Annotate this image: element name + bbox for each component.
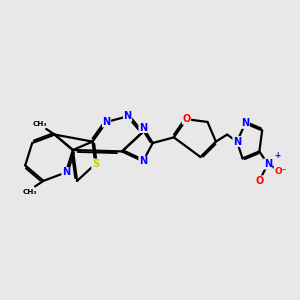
Text: +: + <box>274 151 280 160</box>
Text: N: N <box>124 111 132 121</box>
Text: N: N <box>103 117 111 127</box>
Text: S: S <box>92 159 99 169</box>
Text: N: N <box>233 136 241 147</box>
Text: N: N <box>62 167 70 177</box>
Text: N: N <box>241 118 249 128</box>
Text: O⁻: O⁻ <box>274 167 286 176</box>
Text: N: N <box>139 156 147 166</box>
Text: CH₃: CH₃ <box>22 189 37 195</box>
Text: N: N <box>264 159 272 169</box>
Text: O: O <box>182 114 190 124</box>
Text: CH₃: CH₃ <box>32 121 47 127</box>
Text: O: O <box>255 176 263 186</box>
Text: N: N <box>139 123 147 133</box>
